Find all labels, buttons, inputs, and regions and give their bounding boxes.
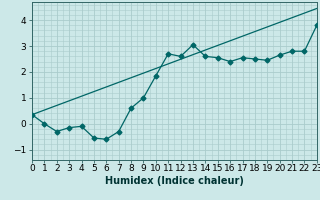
- X-axis label: Humidex (Indice chaleur): Humidex (Indice chaleur): [105, 176, 244, 186]
